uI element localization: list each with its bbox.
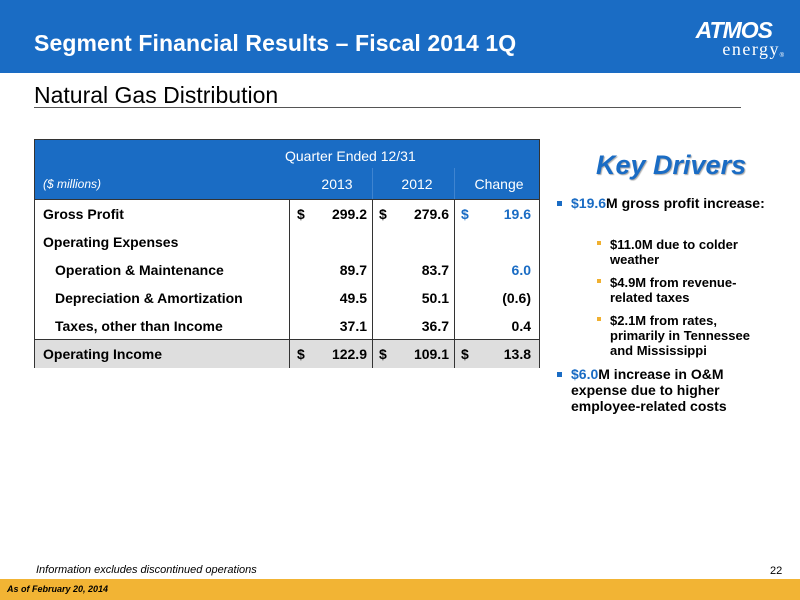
currency-symbol: $ [297,206,305,222]
sub-bullet-marker [597,317,601,321]
table-row-total: Operating Income $ 122.9 $ 109.1 $ 13.8 [35,340,539,368]
column-header-change: Change [474,176,524,192]
value-2013: 49.5 [339,290,367,306]
value-change: 6.0 [511,262,531,278]
highlight-value: $19.6 [571,195,607,211]
column-header-2013: 2013 [321,176,353,192]
table-row: Depreciation & Amortization 49.5 50.1 (0… [35,284,539,312]
row-label: Operation & Maintenance [55,262,224,278]
column-header-2012: 2012 [401,176,433,192]
value-2013: 37.1 [339,318,367,334]
bullet-marker [557,201,562,206]
financial-table: Quarter Ended 12/31 ($ millions) 2013 20… [34,139,540,368]
page-number: 22 [770,565,783,577]
as-of-date: As of February 20, 2014 [7,584,109,594]
row-label: Operating Expenses [43,234,179,250]
value-change: 0.4 [511,318,531,334]
subtitle-divider [34,107,741,108]
key-driver-subitem: $2.1M from rates, primarily in Tennessee… [610,313,750,358]
section-subtitle: Natural Gas Distribution [34,82,279,108]
header-divider [372,168,373,199]
table-rule [35,199,539,200]
value-change: (0.6) [502,290,531,306]
key-driver-subitem: $11.0M due to colder weather [610,237,738,267]
atmos-energy-logo: ATMOS energy ® [684,15,784,61]
sub-bullet-marker [597,279,601,283]
bullet-text: M increase in O&M expense due to higher … [571,366,727,414]
highlight-value: $6.0 [571,366,599,382]
value-2013: 122.9 [331,346,367,362]
footer-bar: As of February 20, 2014 [0,579,800,600]
bullet-marker [557,372,562,377]
row-label: Gross Profit [43,206,124,222]
logo-wordmark: ATMOS [695,17,773,43]
row-label: Operating Income [43,346,163,362]
currency-symbol: $ [461,346,469,362]
value-2012: 50.1 [421,290,449,306]
column-divider [454,199,455,368]
sub-bullet-marker [597,241,601,245]
key-driver-item: $19.6M gross profit increase: [571,195,771,211]
column-divider [289,199,290,368]
currency-symbol: $ [297,346,305,362]
quarter-header: Quarter Ended 12/31 [285,148,416,164]
value-2013: 89.7 [339,262,367,278]
table-row: Gross Profit $ 299.2 $ 279.6 $ 19.6 [35,200,539,228]
header-divider [454,168,455,199]
footnote: Information excludes discontinued operat… [36,564,257,576]
value-change: 13.8 [503,346,531,362]
value-2012: 279.6 [413,206,449,222]
bullet-text: M gross profit increase: [606,195,765,211]
key-driver-item: $6.0M increase in O&M expense due to hig… [571,366,771,414]
key-driver-subitem: $4.9M from revenue-related taxes [610,275,737,305]
slide-title: Segment Financial Results – Fiscal 2014 … [34,30,517,56]
value-2013: 299.2 [331,206,367,222]
key-drivers-heading: Key Drivers [596,150,747,180]
value-2012: 109.1 [413,346,449,362]
units-label: ($ millions) [43,177,102,191]
currency-symbol: $ [379,346,387,362]
table-header: Quarter Ended 12/31 ($ millions) 2013 20… [35,140,539,199]
column-divider [372,199,373,368]
table-row: Operating Expenses [35,228,539,256]
row-label: Depreciation & Amortization [55,290,243,306]
table-row: Taxes, other than Income 37.1 36.7 0.4 [35,312,539,340]
table-row: Operation & Maintenance 89.7 83.7 6.0 [35,256,539,284]
table-rule [35,339,539,340]
value-2012: 83.7 [421,262,449,278]
row-label: Taxes, other than Income [55,318,223,334]
value-2012: 36.7 [421,318,449,334]
logo-subtext: energy [722,39,780,59]
value-change: 19.6 [503,206,531,222]
currency-symbol: $ [379,206,387,222]
title-banner: Segment Financial Results – Fiscal 2014 … [0,0,800,73]
currency-symbol: $ [461,206,469,222]
registered-mark: ® [779,53,784,59]
